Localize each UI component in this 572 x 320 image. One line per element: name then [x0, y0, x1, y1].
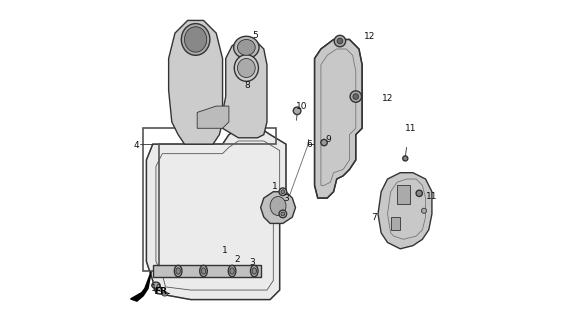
Ellipse shape — [152, 282, 160, 288]
Ellipse shape — [293, 107, 301, 115]
Ellipse shape — [230, 268, 235, 274]
Text: 3: 3 — [249, 258, 255, 267]
Polygon shape — [153, 265, 261, 277]
Ellipse shape — [252, 268, 256, 274]
Ellipse shape — [200, 265, 207, 277]
Ellipse shape — [233, 36, 259, 59]
Text: FR.: FR. — [154, 287, 171, 296]
Text: 4: 4 — [134, 141, 140, 150]
Polygon shape — [197, 106, 229, 128]
Text: 10: 10 — [151, 284, 162, 293]
Text: 1: 1 — [222, 246, 228, 255]
Ellipse shape — [176, 268, 180, 274]
Ellipse shape — [237, 39, 255, 55]
Ellipse shape — [353, 94, 359, 100]
Text: 5: 5 — [253, 31, 259, 40]
Ellipse shape — [350, 91, 362, 102]
Ellipse shape — [321, 140, 327, 146]
Ellipse shape — [334, 35, 345, 47]
Polygon shape — [146, 128, 286, 300]
Polygon shape — [223, 39, 267, 138]
Text: 11: 11 — [426, 192, 437, 201]
Ellipse shape — [201, 268, 206, 274]
Polygon shape — [378, 173, 432, 249]
Text: 9: 9 — [325, 135, 331, 144]
Text: 3: 3 — [284, 194, 289, 203]
Ellipse shape — [174, 265, 182, 277]
Text: 12: 12 — [382, 94, 394, 103]
Polygon shape — [261, 192, 296, 223]
Ellipse shape — [422, 208, 427, 213]
Text: 11: 11 — [405, 124, 416, 133]
Ellipse shape — [237, 59, 255, 77]
Text: 10: 10 — [296, 102, 307, 111]
Ellipse shape — [279, 188, 287, 196]
Ellipse shape — [281, 212, 285, 216]
Text: 8: 8 — [245, 81, 251, 90]
Text: 6: 6 — [307, 140, 312, 149]
Ellipse shape — [181, 24, 210, 55]
Polygon shape — [315, 39, 362, 198]
Ellipse shape — [281, 190, 285, 194]
Ellipse shape — [162, 292, 168, 296]
Text: 1: 1 — [272, 182, 277, 191]
Polygon shape — [397, 185, 410, 204]
Polygon shape — [391, 217, 400, 230]
Ellipse shape — [416, 190, 422, 196]
Text: 7: 7 — [372, 212, 378, 222]
Polygon shape — [169, 20, 223, 144]
Ellipse shape — [185, 27, 206, 52]
Ellipse shape — [235, 55, 259, 81]
Ellipse shape — [228, 265, 236, 277]
Ellipse shape — [251, 265, 258, 277]
Ellipse shape — [270, 196, 286, 215]
Polygon shape — [130, 272, 151, 301]
Text: 2: 2 — [235, 255, 240, 264]
Text: 12: 12 — [364, 32, 375, 41]
Ellipse shape — [403, 156, 408, 161]
Ellipse shape — [337, 38, 343, 44]
Ellipse shape — [279, 210, 287, 218]
